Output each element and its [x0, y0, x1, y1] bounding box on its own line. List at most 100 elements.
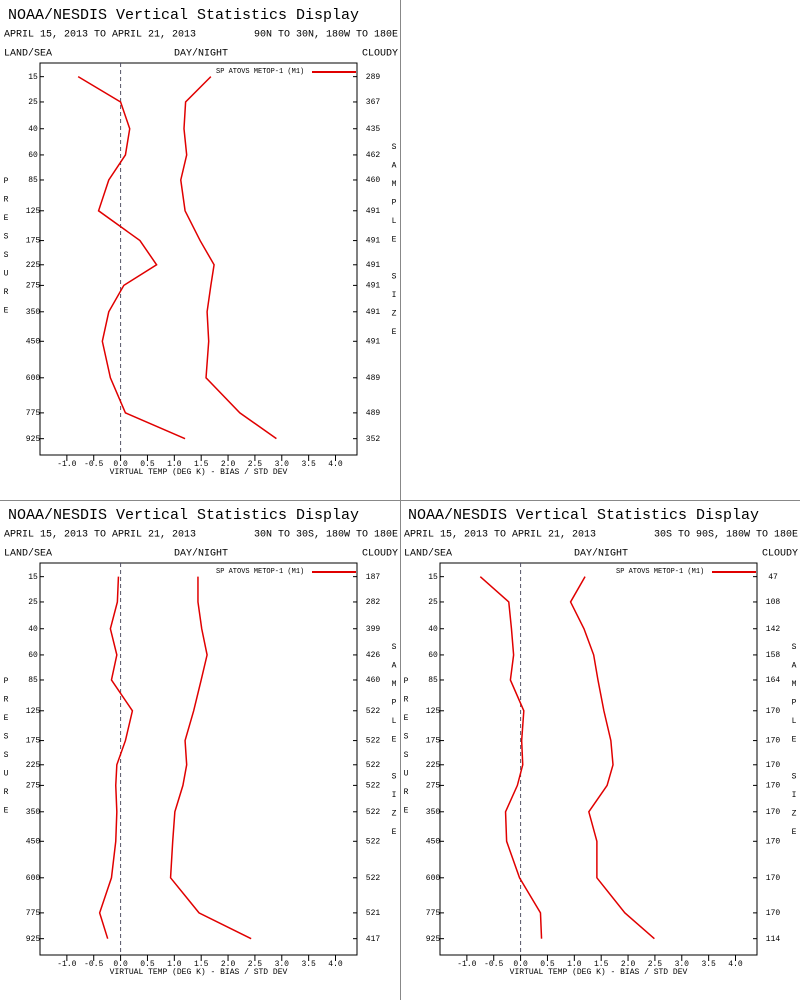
sample-size: 352	[366, 435, 381, 444]
y-tick-label: 600	[26, 874, 41, 883]
y-tick-label: 125	[26, 207, 41, 216]
y-tick-label: 175	[426, 737, 441, 746]
x-tick-label: 2.0	[221, 960, 236, 969]
plot-frame	[39, 562, 358, 956]
y-tick-label: 40	[428, 625, 438, 634]
sample-size: 108	[766, 598, 781, 607]
y-tick-label: 925	[426, 935, 441, 944]
x-tick-label: 4.0	[728, 960, 743, 969]
cloud: CLOUDY	[362, 549, 398, 560]
y-tick-label: 60	[428, 651, 438, 660]
chart-panel: NOAA/NESDIS Vertical Statistics Display A…	[404, 507, 798, 977]
y-tick-label: 925	[26, 935, 41, 944]
x-tick-label: -0.5	[484, 960, 503, 969]
sample-size: 522	[366, 737, 381, 746]
y-tick-label: 40	[28, 625, 38, 634]
y-tick-label: 450	[26, 337, 41, 346]
sample-size: 491	[366, 282, 381, 291]
y-tick-label: 175	[26, 237, 41, 246]
y-tick-label: 450	[26, 837, 41, 846]
sample-size: 282	[366, 598, 381, 607]
y-tick-label: 175	[26, 737, 41, 746]
sample-size: 462	[366, 151, 381, 160]
subtitle: APRIL 15, 2013 TO APRIL 21, 2013	[4, 530, 196, 541]
y-tick-label: 125	[426, 707, 441, 716]
y-tick-label: 225	[26, 261, 41, 270]
x-tick-label: 1.5	[194, 960, 209, 969]
chart-panel: NOAA/NESDIS Vertical Statistics Display A…	[4, 507, 398, 977]
y-tick-label: 225	[426, 761, 441, 770]
chart-panel: NOAA/NESDIS Vertical Statistics Display A…	[4, 7, 398, 477]
x-tick-label: -1.0	[57, 460, 76, 469]
sample-size: 47	[768, 573, 778, 582]
y-tick-label: 15	[428, 573, 438, 582]
chart-title: NOAA/NESDIS Vertical Statistics Display	[8, 507, 359, 524]
sample-size: 522	[366, 782, 381, 791]
y-tick-label: 125	[26, 707, 41, 716]
sample-size: 170	[766, 874, 781, 883]
y-tick-label: 85	[28, 176, 38, 185]
x-tick-label: 1.0	[167, 460, 182, 469]
x-tick-label: 1.0	[567, 960, 582, 969]
sample-size: 522	[366, 874, 381, 883]
sample-size: 521	[366, 909, 381, 918]
x-tick-label: 3.0	[275, 960, 290, 969]
y-tick-label: 225	[26, 761, 41, 770]
x-axis-label: VIRTUAL TEMP (DEG K) - BIAS / STD DEV	[510, 968, 688, 977]
y-tick-label: 60	[28, 151, 38, 160]
sample-size: 522	[366, 761, 381, 770]
y-tick-label: 925	[26, 435, 41, 444]
y-tick-label: 775	[26, 409, 41, 418]
y-tick-label: 40	[28, 125, 38, 134]
y-tick-label: 85	[28, 676, 38, 685]
y-tick-label: 350	[426, 808, 441, 817]
sample-size: 289	[366, 73, 381, 82]
x-tick-label: 1.0	[167, 960, 182, 969]
region: 90N TO 30N, 180W TO 180E	[254, 30, 398, 41]
x-tick-label: 3.0	[675, 960, 690, 969]
plot-frame	[439, 562, 758, 956]
y-tick-label: 275	[26, 282, 41, 291]
subtitle: APRIL 15, 2013 TO APRIL 21, 2013	[404, 530, 596, 541]
y-tick-label: 25	[28, 598, 38, 607]
region: 30S TO 90S, 180W TO 180E	[654, 530, 798, 541]
sample-size: 522	[366, 808, 381, 817]
legend-label: SP ATOVS METOP-1 (M1)	[616, 568, 704, 576]
sample-size: 522	[366, 837, 381, 846]
sample-size: 170	[766, 782, 781, 791]
x-tick-label: 0.5	[140, 460, 155, 469]
sample-size: 170	[766, 707, 781, 716]
x-tick-label: 3.0	[275, 460, 290, 469]
y-tick-label: 450	[426, 837, 441, 846]
x-tick-label: 2.0	[221, 460, 236, 469]
x-tick-label: 4.0	[328, 460, 343, 469]
sample-size: 426	[366, 651, 381, 660]
sample-size: 489	[366, 409, 381, 418]
sample-size: 460	[366, 676, 381, 685]
bias-line	[77, 76, 186, 440]
y-tick-label: 15	[28, 73, 38, 82]
x-tick-label: -1.0	[457, 960, 476, 969]
x-tick-label: 2.5	[248, 460, 263, 469]
x-axis-label: VIRTUAL TEMP (DEG K) - BIAS / STD DEV	[110, 968, 288, 977]
x-tick-label: 0.5	[140, 960, 155, 969]
sample-size: 367	[366, 98, 381, 107]
bias-line	[479, 576, 543, 939]
y-tick-label: 275	[26, 782, 41, 791]
subtitle: APRIL 15, 2013 TO APRIL 21, 2013	[4, 30, 196, 41]
chart-title: NOAA/NESDIS Vertical Statistics Display	[8, 7, 359, 24]
legend-label: SP ATOVS METOP-1 (M1)	[216, 568, 304, 576]
sample-size: 522	[366, 707, 381, 716]
day-night: DAY/NIGHT	[574, 548, 628, 560]
y-tick-label: 25	[428, 598, 438, 607]
cloud: CLOUDY	[362, 49, 398, 60]
x-tick-label: 0.0	[113, 460, 128, 469]
sample-size: 435	[366, 125, 381, 134]
chart-title: NOAA/NESDIS Vertical Statistics Display	[408, 507, 759, 524]
sample-size: 170	[766, 761, 781, 770]
